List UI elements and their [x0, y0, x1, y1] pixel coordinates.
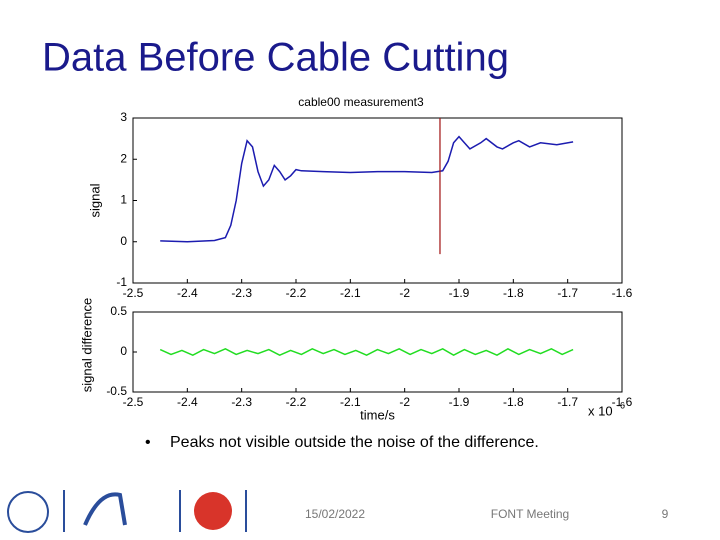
x-tick-label: -2.5: [123, 286, 144, 300]
x-tick-label: -1.9: [449, 286, 470, 300]
x-tick-label: -2.2: [286, 286, 307, 300]
y-tick-label: -1: [116, 275, 127, 289]
x-exponent: -6: [617, 400, 625, 410]
x-tick-label: -2: [399, 395, 410, 409]
x-tick-label: -1.9: [449, 395, 470, 409]
x-tick-label: -2: [399, 286, 410, 300]
footer-page: 9: [662, 507, 669, 521]
x-axis-label: time/s: [360, 407, 395, 422]
x-tick-label: -2.1: [340, 395, 361, 409]
x-tick-label: -2.4: [177, 395, 198, 409]
y-tick-label: 3: [120, 110, 127, 124]
footer-date: 15/02/2022: [305, 507, 365, 521]
y-tick-label: 0: [120, 234, 127, 248]
logo-cern: [7, 491, 49, 533]
y-axis-label: signal: [87, 183, 102, 217]
x-tick-label: -2.3: [231, 286, 252, 300]
x-tick-label: -1.8: [503, 286, 524, 300]
logo-clic: [194, 492, 232, 530]
x-tick-label: -2.3: [231, 395, 252, 409]
logos: [7, 490, 247, 533]
plot-area: [132, 117, 623, 284]
y-tick-label: 0: [120, 344, 127, 358]
y-tick-label: 1: [120, 193, 127, 207]
x-tick-label: -2.2: [286, 395, 307, 409]
x-tick-label: -2.1: [340, 286, 361, 300]
x-tick-label: -1.8: [503, 395, 524, 409]
x-multiplier: x 10: [588, 403, 613, 418]
x-tick-label: -2.4: [177, 286, 198, 300]
y-axis-label: signal difference: [79, 298, 94, 392]
x-tick-label: -2.5: [123, 395, 144, 409]
bullet-text: Peaks not visible outside the noise of t…: [170, 434, 539, 451]
slide-title: Data Before Cable Cutting: [42, 36, 509, 80]
data-line: [160, 135, 574, 243]
logo-jai: [83, 492, 127, 526]
x-tick-label: -1.7: [557, 395, 578, 409]
x-tick-label: -1.6: [612, 286, 633, 300]
y-tick-label: 2: [120, 151, 127, 165]
plot-area: [132, 311, 623, 393]
data-line: [159, 347, 574, 357]
y-tick-label: -0.5: [106, 384, 127, 398]
chart-title: cable00 measurement3: [298, 95, 424, 109]
x-tick-label: -1.7: [557, 286, 578, 300]
y-tick-label: 0.5: [110, 304, 127, 318]
footer-event: FONT Meeting: [491, 507, 569, 521]
bullet-dot: •: [145, 434, 151, 451]
x-tick-label: -1.6: [612, 395, 633, 409]
